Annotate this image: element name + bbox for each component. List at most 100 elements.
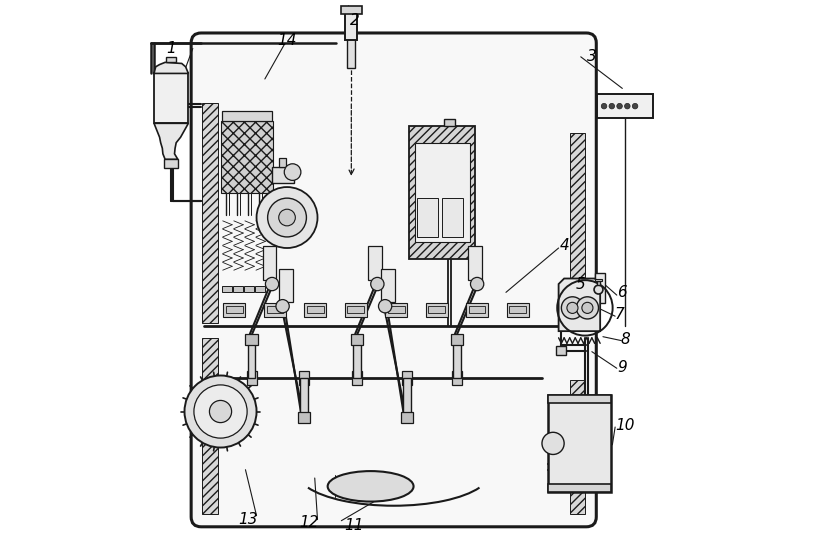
Circle shape <box>276 300 289 313</box>
Bar <box>346 37 354 68</box>
Bar <box>402 371 412 385</box>
Bar <box>244 286 254 292</box>
Bar <box>298 412 310 423</box>
Circle shape <box>278 209 295 226</box>
Bar <box>428 306 445 313</box>
Bar <box>278 268 292 302</box>
Bar <box>556 346 566 355</box>
Bar <box>385 304 407 317</box>
Bar <box>469 306 485 313</box>
Bar <box>416 198 438 237</box>
Text: 5: 5 <box>575 276 585 291</box>
Bar <box>408 126 475 259</box>
Circle shape <box>370 277 383 291</box>
Circle shape <box>581 302 592 314</box>
Bar <box>304 304 326 317</box>
Bar <box>226 306 243 313</box>
Circle shape <box>265 277 278 291</box>
Circle shape <box>623 104 629 109</box>
Bar <box>368 246 382 280</box>
Circle shape <box>609 104 614 109</box>
Bar <box>450 334 462 345</box>
Circle shape <box>594 285 602 294</box>
Bar <box>347 306 363 313</box>
Ellipse shape <box>327 471 413 501</box>
Bar <box>202 338 218 514</box>
Text: 6: 6 <box>617 285 627 300</box>
Text: 11: 11 <box>344 517 363 532</box>
Text: 13: 13 <box>238 512 258 527</box>
Bar <box>583 282 595 304</box>
Circle shape <box>256 187 317 248</box>
Bar <box>350 334 363 345</box>
Circle shape <box>284 164 301 180</box>
Bar <box>596 281 599 285</box>
Bar <box>441 198 463 237</box>
Bar <box>223 304 245 317</box>
Bar <box>222 286 232 292</box>
Bar <box>353 339 360 378</box>
Bar <box>154 74 188 123</box>
Circle shape <box>542 432 564 455</box>
Bar <box>595 278 601 281</box>
Circle shape <box>561 297 583 319</box>
Bar <box>546 395 610 492</box>
Bar <box>425 304 447 317</box>
Text: 1: 1 <box>166 41 176 56</box>
Bar <box>451 371 461 385</box>
Circle shape <box>209 400 231 423</box>
Text: 9: 9 <box>617 360 627 375</box>
Bar <box>443 119 455 126</box>
Bar <box>272 167 294 183</box>
Bar <box>569 133 585 323</box>
Text: 12: 12 <box>299 515 319 530</box>
Bar <box>246 371 256 385</box>
Text: 4: 4 <box>559 238 568 253</box>
Bar <box>245 334 258 345</box>
Circle shape <box>575 297 598 319</box>
Polygon shape <box>154 123 188 159</box>
Bar <box>388 306 404 313</box>
Bar <box>164 159 178 168</box>
Polygon shape <box>558 278 599 331</box>
Bar <box>262 246 277 280</box>
Bar <box>569 380 585 514</box>
Bar <box>508 306 525 313</box>
FancyBboxPatch shape <box>191 33 595 527</box>
Bar <box>452 339 460 378</box>
Bar <box>255 286 265 292</box>
Circle shape <box>616 104 622 109</box>
Bar <box>344 7 357 40</box>
Text: 2: 2 <box>350 13 359 28</box>
Bar <box>467 246 481 280</box>
Polygon shape <box>154 62 188 74</box>
Bar <box>220 120 273 193</box>
Circle shape <box>566 302 577 314</box>
Bar <box>351 371 361 385</box>
Text: 3: 3 <box>586 50 596 64</box>
Bar <box>340 6 361 13</box>
Bar <box>546 395 610 403</box>
Bar <box>400 412 412 423</box>
Bar <box>597 95 652 118</box>
Bar <box>248 339 255 378</box>
Text: 8: 8 <box>619 332 629 347</box>
Bar <box>256 187 317 248</box>
Bar <box>202 103 218 323</box>
Bar <box>344 304 367 317</box>
Bar <box>266 306 283 313</box>
Bar <box>166 57 176 62</box>
Bar <box>299 371 309 385</box>
Bar <box>233 286 243 292</box>
Circle shape <box>378 300 392 313</box>
Circle shape <box>194 385 247 438</box>
Circle shape <box>600 104 606 109</box>
Text: 7: 7 <box>614 307 623 322</box>
Bar <box>381 268 395 302</box>
Bar <box>306 306 323 313</box>
Bar <box>263 304 286 317</box>
Text: 10: 10 <box>614 418 634 433</box>
Circle shape <box>185 375 256 447</box>
Bar <box>279 158 286 167</box>
Bar <box>595 273 604 304</box>
